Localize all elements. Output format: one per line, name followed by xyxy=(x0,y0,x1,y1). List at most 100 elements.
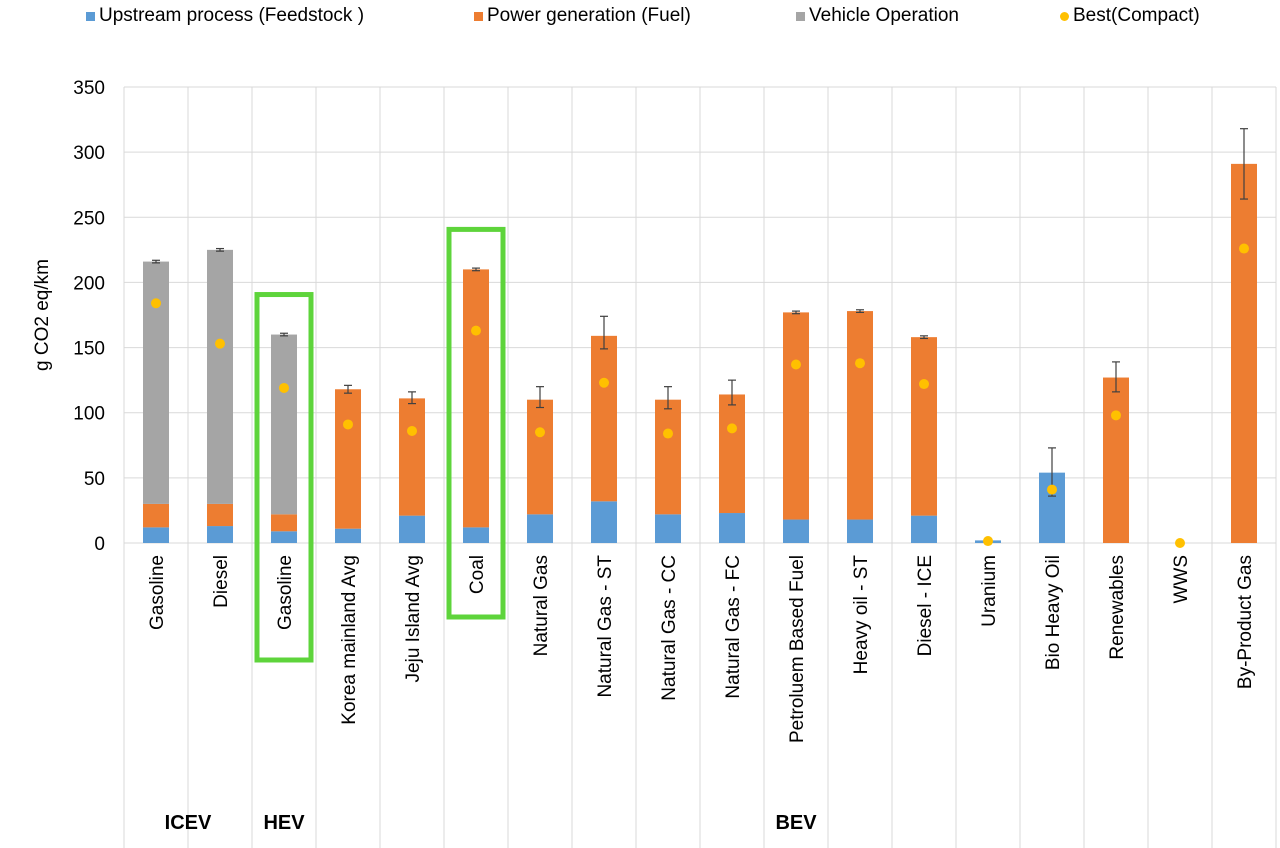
bar-segment-power-generation xyxy=(271,514,297,532)
y-tick-label: 50 xyxy=(84,469,105,490)
category-label: By-Product Gas xyxy=(1235,555,1256,689)
group-label: BEV xyxy=(775,812,817,834)
bars xyxy=(143,163,1257,543)
category-label: Diesel xyxy=(211,555,232,608)
y-tick-label: 250 xyxy=(73,208,105,229)
category-label: Natural Gas - ST xyxy=(595,555,616,698)
legend-marker-best xyxy=(1060,11,1069,21)
best-marker xyxy=(215,338,225,349)
bar-segment-upstream xyxy=(207,526,233,543)
bar-segment-upstream xyxy=(911,515,937,543)
bar-segment-power-generation xyxy=(783,312,809,520)
bar-segment-vehicle-operation xyxy=(207,249,233,504)
best-marker xyxy=(535,427,545,438)
best-marker xyxy=(919,379,929,390)
category-label: Natural Gas - FC xyxy=(723,555,744,699)
legend-label-power-generation: Power generation (Fuel) xyxy=(487,5,691,26)
bar-segment-upstream xyxy=(527,514,553,543)
bar-segment-upstream xyxy=(271,531,297,543)
error-bars xyxy=(152,128,1248,497)
best-marker xyxy=(983,536,993,547)
legend-swatch-vehicle-operation xyxy=(796,11,805,21)
best-marker xyxy=(279,382,289,393)
legend-label-best: Best(Compact) xyxy=(1073,5,1200,26)
category-label: Gasoline xyxy=(275,555,296,630)
category-label: Jeju Island Avg xyxy=(403,555,424,682)
category-label: WWS xyxy=(1171,555,1192,604)
bar-segment-upstream xyxy=(399,515,425,543)
y-tick-label: 0 xyxy=(94,534,105,555)
y-tick-label: 100 xyxy=(73,404,105,425)
y-tick-label: 200 xyxy=(73,273,105,294)
category-label: Natural Gas xyxy=(531,555,552,656)
legend: Upstream process (Feedstock ) Power gene… xyxy=(0,5,1280,29)
legend-swatch-power-generation xyxy=(474,11,483,21)
bar-segment-power-generation xyxy=(847,311,873,520)
bar-segment-vehicle-operation xyxy=(143,261,169,504)
grid-lines xyxy=(123,86,1277,848)
best-marker xyxy=(1175,538,1185,548)
best-marker xyxy=(407,425,417,436)
y-axis-title: g CO2 eq/km xyxy=(32,259,53,371)
best-markers xyxy=(151,243,1249,548)
best-marker xyxy=(599,377,609,388)
best-marker xyxy=(855,358,865,369)
category-label: Heavy oil - ST xyxy=(851,555,872,675)
category-label: Coal xyxy=(467,555,488,594)
category-label: Bio Heavy Oil xyxy=(1043,555,1064,670)
legend-item-best: Best(Compact) xyxy=(1060,5,1200,27)
category-label: Natural Gas - CC xyxy=(659,555,680,701)
bar-segment-upstream xyxy=(847,519,873,543)
bar-segment-upstream xyxy=(655,514,681,543)
group-label: ICEV xyxy=(165,812,212,834)
y-tick-label: 350 xyxy=(73,78,105,99)
legend-item-vehicle-operation: Vehicle Operation xyxy=(796,5,959,27)
bar-segment-power-generation xyxy=(911,337,937,516)
best-marker xyxy=(727,423,737,434)
bar-segment-power-generation xyxy=(463,269,489,528)
bar-segment-power-generation xyxy=(591,335,617,502)
highlight-box xyxy=(446,226,506,620)
bar-segment-power-generation xyxy=(655,399,681,515)
best-marker xyxy=(791,359,801,370)
highlight-box xyxy=(254,292,314,663)
y-tick-label: 300 xyxy=(73,143,105,164)
best-marker xyxy=(663,428,673,439)
bar-segment-upstream xyxy=(463,527,489,543)
bar-segment-upstream xyxy=(335,528,361,543)
group-label: HEV xyxy=(263,812,305,834)
legend-label-upstream: Upstream process (Feedstock ) xyxy=(99,5,365,26)
bar-segment-power-generation xyxy=(527,399,553,515)
best-marker xyxy=(1047,484,1057,495)
axis-labels: 0 50 100 150 200 250 300 350 Gasoline Diesel Gasol… xyxy=(32,78,1256,834)
best-marker xyxy=(1111,410,1121,421)
bar-segment-upstream xyxy=(719,513,745,543)
bar-segment-power-generation xyxy=(143,503,169,528)
legend-label-vehicle-operation: Vehicle Operation xyxy=(809,5,959,26)
bar-segment-power-generation xyxy=(1231,163,1257,543)
best-marker xyxy=(151,298,161,309)
bar-segment-power-generation xyxy=(1103,377,1129,543)
category-label: Petroluem Based Fuel xyxy=(787,555,808,743)
category-label: Renewables xyxy=(1107,555,1128,660)
legend-item-upstream: Upstream process (Feedstock ) xyxy=(86,5,364,27)
bar-segment-upstream xyxy=(591,501,617,543)
category-label: Uranium xyxy=(979,555,1000,627)
bar-segment-power-generation xyxy=(719,394,745,514)
legend-item-power-generation: Power generation (Fuel) xyxy=(474,5,691,27)
bar-segment-upstream xyxy=(783,519,809,543)
category-label: Diesel - ICE xyxy=(915,555,936,656)
highlight-boxes xyxy=(254,226,506,663)
best-marker xyxy=(471,325,481,336)
best-marker xyxy=(343,419,353,430)
category-label: Korea mainland Avg xyxy=(339,555,360,725)
bar-segment-power-generation xyxy=(207,503,233,527)
bar-segment-vehicle-operation xyxy=(271,334,297,515)
y-tick-label: 150 xyxy=(73,339,105,360)
bar-segment-power-generation xyxy=(335,389,361,529)
bar-segment-power-generation xyxy=(399,398,425,516)
legend-swatch-upstream xyxy=(86,11,95,21)
bar-segment-upstream xyxy=(143,527,169,543)
category-label: Gasoline xyxy=(147,555,168,630)
